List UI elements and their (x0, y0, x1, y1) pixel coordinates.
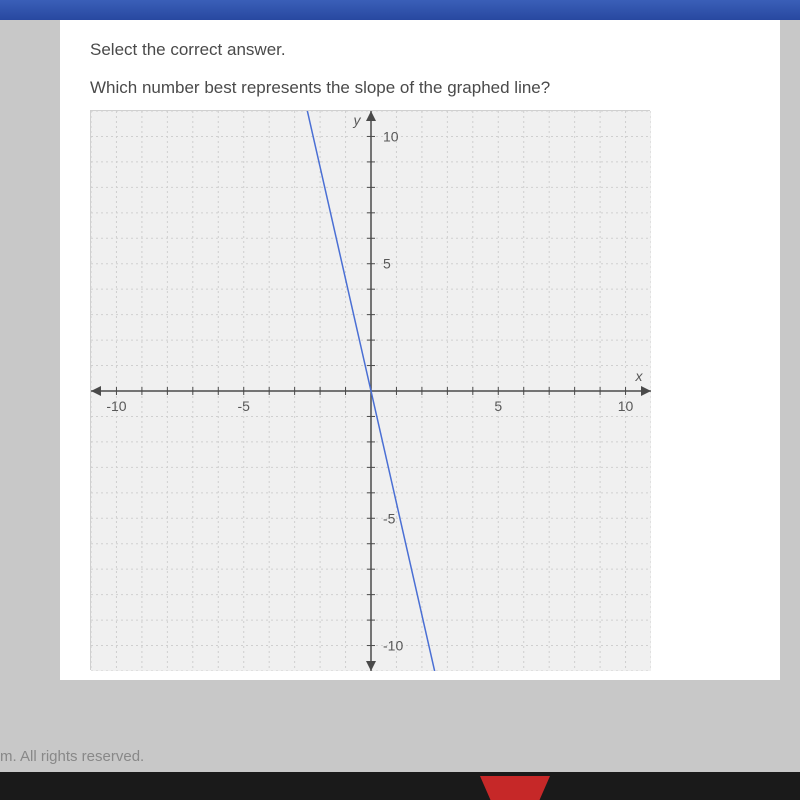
footer-copyright: m. All rights reserved. (0, 748, 144, 765)
svg-text:-10: -10 (383, 638, 403, 654)
question-card: Select the correct answer. Which number … (60, 20, 780, 680)
coordinate-graph: 5 10 -10 -5 5 10 -10 -5 y x (90, 110, 650, 670)
graph-svg: 5 10 -10 -5 5 10 -10 -5 y x (91, 111, 651, 671)
svg-text:10: 10 (383, 128, 399, 144)
taskbar (0, 772, 800, 800)
svg-text:-5: -5 (383, 510, 396, 526)
svg-text:-5: -5 (238, 398, 251, 414)
instruction-text: Select the correct answer. (90, 40, 750, 60)
window-titlebar (0, 0, 800, 20)
svg-text:y: y (353, 112, 362, 128)
svg-text:-10: -10 (106, 398, 126, 414)
svg-text:10: 10 (618, 398, 634, 414)
svg-text:5: 5 (383, 256, 391, 272)
taskbar-icon (480, 776, 550, 800)
svg-text:x: x (635, 368, 644, 384)
svg-text:5: 5 (494, 398, 502, 414)
question-text: Which number best represents the slope o… (90, 78, 750, 98)
